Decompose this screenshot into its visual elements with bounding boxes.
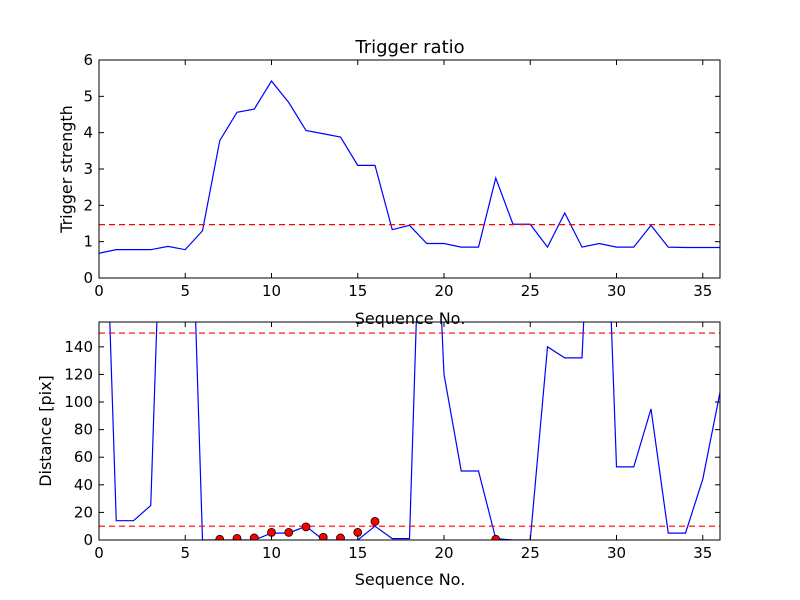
data-marker <box>491 534 501 540</box>
x-tick-label: 25 <box>521 544 540 562</box>
x-tick-label: 5 <box>180 544 190 562</box>
y-tick-label: 6 <box>83 51 93 69</box>
y-tick-label: 4 <box>83 124 93 142</box>
top-chart: Trigger ratio 0 5 10 15 20 25 30 35 0 1 2 3 4 5 6 Sequ… <box>57 37 721 328</box>
data-marker <box>301 522 311 532</box>
data-marker <box>284 528 294 537</box>
y-tick-label: 80 <box>74 421 93 439</box>
x-tick-label: 0 <box>94 282 104 300</box>
y-tick-label: 100 <box>64 393 93 411</box>
x-tick-label: 15 <box>348 282 367 300</box>
y-tick-label: 20 <box>74 503 93 521</box>
y-tick-label: 3 <box>83 160 93 178</box>
top-chart-plot: 0 5 10 15 20 25 30 35 0 1 2 3 4 5 6 <box>83 51 721 300</box>
bottom-chart-ylabel: Distance [pix] <box>36 375 55 487</box>
x-tick-label: 20 <box>434 544 453 562</box>
series-line-0 <box>99 80 720 254</box>
top-chart-xlabel: Sequence No. <box>355 309 466 328</box>
x-tick-label: 20 <box>434 282 453 300</box>
data-marker <box>370 516 380 526</box>
x-tick-label: 30 <box>607 282 626 300</box>
data-marker <box>232 533 242 540</box>
y-tick-label: 0 <box>83 531 93 549</box>
y-tick-label: 40 <box>74 476 93 494</box>
series-line-0 <box>109 322 720 540</box>
data-marker <box>215 534 225 540</box>
x-tick-label: 0 <box>94 544 104 562</box>
x-tick-label: 30 <box>607 544 626 562</box>
data-marker <box>318 532 328 540</box>
y-tick-label: 5 <box>83 87 93 105</box>
y-tick-label: 60 <box>74 448 93 466</box>
bottom-chart-plot: 0 5 10 15 20 25 30 35 0 20 40 60 80 100 120 140 <box>64 321 721 562</box>
x-tick-label: 35 <box>693 282 712 300</box>
y-tick-label: 0 <box>83 269 93 287</box>
bottom-chart: 0 5 10 15 20 25 30 35 0 20 40 60 80 100 120 140 Sequenc… <box>36 321 721 589</box>
y-tick-label: 140 <box>64 338 93 356</box>
top-chart-title: Trigger ratio <box>354 37 464 58</box>
top-chart-ylabel: Trigger strength <box>57 105 76 234</box>
bottom-chart-xlabel: Sequence No. <box>355 570 466 589</box>
y-tick-label: 2 <box>83 196 93 214</box>
x-tick-label: 15 <box>348 544 367 562</box>
axes-frame <box>98 321 721 541</box>
x-tick-label: 10 <box>262 282 281 300</box>
x-tick-label: 35 <box>693 544 712 562</box>
data-marker <box>336 533 345 540</box>
x-tick-label: 25 <box>521 282 540 300</box>
x-tick-label: 5 <box>180 282 190 300</box>
data-marker <box>249 533 259 540</box>
y-tick-label: 120 <box>64 365 93 383</box>
y-tick-label: 1 <box>83 233 93 251</box>
x-tick-label: 10 <box>262 544 281 562</box>
